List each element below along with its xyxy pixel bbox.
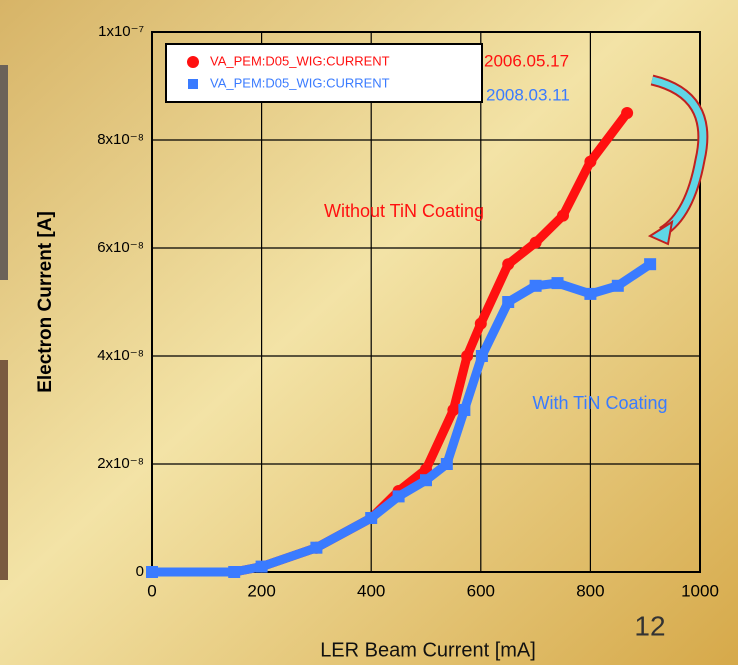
point (502, 296, 514, 308)
x-tick-label: 0 (147, 581, 156, 600)
point (365, 512, 377, 524)
annotation: With TiN Coating (532, 393, 667, 413)
y-tick-label: 0 (136, 563, 144, 580)
point (475, 318, 487, 330)
point (310, 542, 322, 554)
photo-edge (0, 360, 8, 580)
point (420, 474, 432, 486)
y-axis-label: Electron Current [A] (35, 211, 56, 393)
y-tick-label: 6x10⁻⁸ (97, 239, 144, 256)
y-tick-label: 8x10⁻⁸ (97, 131, 144, 148)
point (393, 490, 405, 502)
y-tick-label: 4x10⁻⁸ (97, 347, 144, 364)
x-tick-label: 400 (357, 581, 385, 600)
annotation: 2008.03.11 (486, 85, 570, 104)
x-axis-label: LER Beam Current [mA] (320, 639, 536, 661)
point (584, 156, 596, 168)
y-tick-label: 2x10⁻⁸ (97, 455, 144, 472)
point (557, 210, 569, 222)
point (530, 280, 542, 292)
annotation: Without TiN Coating (324, 201, 484, 221)
point (458, 404, 470, 416)
x-tick-label: 800 (576, 581, 604, 600)
photo-edge (0, 65, 8, 280)
legend-marker (187, 56, 199, 68)
y-tick-label: 1x10⁻⁷ (98, 23, 144, 40)
annotation: 2006.05.17 (484, 51, 569, 70)
point (621, 107, 633, 119)
point (441, 458, 453, 470)
page: 0 2x10⁻⁸ 4x10⁻⁸ 6x10⁻⁸ 8x10⁻⁸ 1x10⁻⁷ 0 200 400 60… (0, 0, 738, 665)
point (256, 561, 268, 573)
slide-number: 12 (634, 610, 665, 641)
x-tick-label: 600 (467, 581, 495, 600)
x-tick-label: 1000 (681, 581, 719, 600)
point (552, 277, 564, 289)
point (447, 404, 459, 416)
point (476, 350, 488, 362)
chart: 0 2x10⁻⁸ 4x10⁻⁸ 6x10⁻⁸ 8x10⁻⁸ 1x10⁻⁷ 0 200 400 60… (0, 0, 738, 665)
point (146, 566, 158, 578)
point (612, 280, 624, 292)
legend-marker (188, 79, 198, 89)
point (584, 288, 596, 300)
legend-label: VA_PEM:D05_WIG:CURRENT (210, 75, 390, 90)
point (502, 258, 514, 270)
point (461, 350, 473, 362)
point (530, 237, 542, 249)
point (228, 566, 240, 578)
legend-label: VA_PEM:D05_WIG:CURRENT (210, 53, 390, 68)
point (644, 258, 656, 270)
x-tick-label: 200 (247, 581, 275, 600)
